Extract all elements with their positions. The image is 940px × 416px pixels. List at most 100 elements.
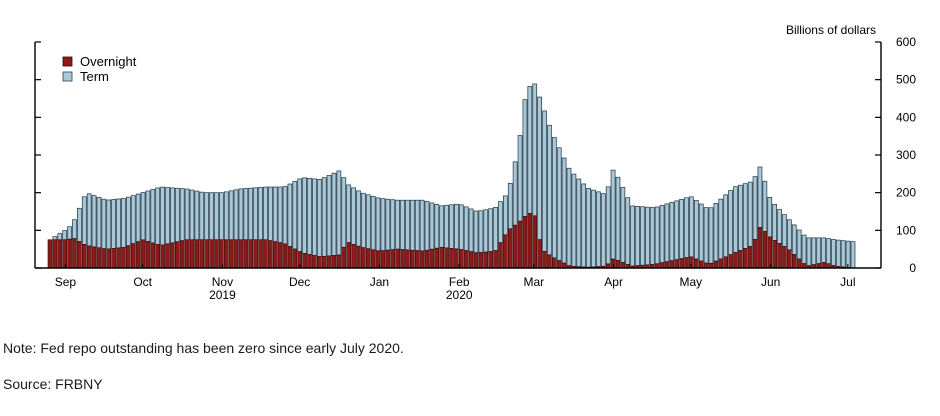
bar-overnight [620,262,626,269]
bar-term [91,195,97,248]
bar-overnight [468,251,474,269]
bar-term [600,193,606,267]
x-year-label: 2019 [209,288,236,302]
bar-overnight [287,246,293,269]
bar-overnight [135,241,141,269]
bar-overnight [522,216,528,269]
x-tick-label: Jul [840,275,855,289]
bar-term [478,210,484,253]
bar-overnight [331,255,337,269]
bar-overnight [253,239,258,269]
chart-source: Source: FRBNY [3,376,103,392]
bar-term [238,188,244,241]
bar-term [659,205,665,264]
bar-overnight [307,254,312,269]
bar-term [738,184,743,251]
x-tick-label: Feb [449,275,470,289]
bar-overnight [762,231,768,269]
bar-overnight [419,250,425,269]
bar-overnight [365,248,371,269]
bar-overnight [72,238,77,269]
bar-term [532,83,538,217]
bar-overnight [351,244,356,269]
bar-term [351,187,356,245]
bar-term [101,198,107,250]
bar-term [223,191,229,241]
bar-term [52,236,58,241]
bar-term [566,167,572,267]
bar-term [312,178,317,256]
y-tick-label: 500 [896,73,916,87]
bar-term [160,186,165,246]
bar-term [81,196,87,245]
bar-overnight [454,248,459,269]
bar-term [267,186,273,241]
bar-overnight [723,256,729,269]
bar-term [57,233,63,241]
x-tick-label: Apr [604,275,623,289]
x-tick-label: Mar [524,275,545,289]
bar-overnight [679,258,684,269]
bar-term [253,187,258,241]
bar-term [121,198,126,248]
bar-overnight [321,256,327,269]
bar-overnight [214,239,219,269]
bar-term [791,224,797,255]
bar-term [669,202,675,262]
bar-term [811,237,817,265]
bar-overnight [47,239,53,269]
bar-term [424,201,430,251]
bar-term [214,192,219,241]
bar-overnight [561,262,567,269]
bar-overnight [532,215,538,269]
legend-label-term: Term [80,69,109,84]
x-tick-label: May [680,275,703,289]
bar-overnight [223,239,229,269]
bar-overnight [302,253,307,269]
repo-chart: 0 100 200 300 400 500 600 Sep Oct Nov Dec Jan Feb Mar… [34,23,916,302]
bar-term [698,203,704,262]
bar-term [723,194,729,258]
bar-overnight [395,248,400,269]
bar-overnight [503,234,508,269]
bar-overnight [316,256,322,269]
bar-term [772,204,778,241]
bar-term [199,191,205,241]
bar-overnight [165,243,170,269]
bar-term [165,187,170,245]
x-tick-label: Jan [370,275,389,289]
legend-swatch-overnight [62,56,73,67]
bar-term [297,178,303,252]
bar-overnight [189,239,195,269]
bar-term [620,187,626,263]
bar-overnight [777,243,782,269]
bar-overnight [556,260,562,269]
bar-term [155,187,161,245]
bar-term [806,237,812,266]
bar-term [644,206,650,266]
bar-overnight [552,257,557,269]
bar-overnight [184,239,190,269]
bar-term [498,201,503,244]
bar-term [576,178,582,268]
bar-term [189,189,195,241]
bar-overnight [424,249,430,269]
bar-term [409,199,415,251]
bar-term [845,240,851,268]
bar-overnight [821,262,826,269]
bar-term [664,203,670,263]
bar-term [821,237,826,263]
bar-term [361,192,366,249]
bar-term [728,190,733,256]
bar-term [551,137,557,259]
bar-term [96,197,102,249]
bar-overnight [140,239,146,269]
bar-term [341,177,347,248]
bar-overnight [752,239,758,269]
bar-term [537,96,542,241]
bar-term [463,206,469,251]
bar-overnight [263,239,268,269]
bar-term [434,204,440,249]
bar-overnight [400,249,405,269]
bar-overnight [473,252,479,269]
